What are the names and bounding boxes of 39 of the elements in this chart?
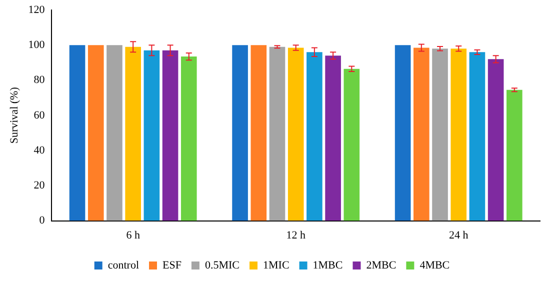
legend-label: ESF (162, 259, 182, 272)
legend-label: 1MIC (263, 259, 290, 272)
bar (306, 52, 322, 221)
bar (394, 45, 411, 221)
y-axis-title: Survival (%) (8, 86, 20, 144)
bar (69, 45, 86, 221)
bar (250, 45, 267, 221)
x-tick-label: 24 h (448, 229, 469, 242)
y-tick-label: 20 (34, 180, 46, 192)
legend-label: 1MBC (312, 259, 343, 272)
y-tick-label: 120 (28, 4, 46, 16)
bar (288, 48, 304, 221)
bar (180, 56, 197, 221)
bar (506, 90, 522, 221)
bar (488, 59, 504, 221)
bar (414, 48, 430, 221)
legend-label: control (108, 259, 140, 272)
bar (344, 68, 360, 221)
bar (162, 50, 178, 221)
bar (106, 45, 122, 221)
y-tick-label: 60 (34, 109, 46, 122)
bar (144, 50, 160, 221)
x-tick-label: 12 h (286, 229, 306, 242)
legend-label: 2MBC (366, 259, 396, 272)
bar (325, 56, 341, 221)
bar (432, 48, 448, 221)
legend-label: 0.5MIC (204, 259, 240, 272)
y-tick-label: 0 (39, 214, 46, 227)
y-tick-label: 80 (34, 74, 46, 86)
x-tick-label: 6 h (126, 229, 140, 242)
y-tick-label: 40 (34, 144, 46, 156)
bar (88, 45, 104, 221)
y-tick-label: 100 (28, 39, 46, 52)
bar (450, 48, 467, 221)
bar (125, 46, 141, 221)
bar (269, 46, 286, 221)
bar (232, 45, 248, 221)
legend-label: 4MBC (420, 259, 450, 272)
bar (469, 52, 486, 221)
